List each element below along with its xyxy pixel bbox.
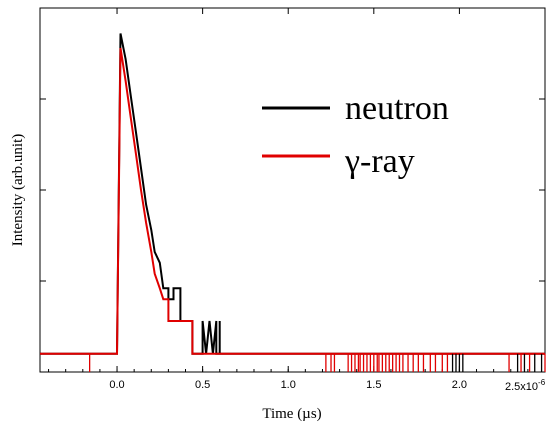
series-neutron xyxy=(40,33,545,355)
series-layer xyxy=(40,33,546,372)
y-axis-title: Intensity (arb.unit) xyxy=(10,134,26,246)
x-multiplier-base: 2.5x10 xyxy=(505,381,538,393)
x-tick-label: 2.0 xyxy=(452,379,467,391)
x-axis-title: Time (µs) xyxy=(262,406,321,422)
legend-neutron-label: neutron xyxy=(345,90,449,127)
x-tick-label: 1.5 xyxy=(366,379,381,391)
x-multiplier: 2.5x10-6 xyxy=(505,378,546,393)
ticks: 0.0 0.5 1.0 1.5 2.0 xyxy=(40,7,545,391)
plot-frame xyxy=(39,7,546,373)
series-gamma xyxy=(40,47,545,355)
legend: neutron γ-ray xyxy=(262,90,449,180)
x-multiplier-exponent: -6 xyxy=(538,378,546,387)
x-tick-label: 0.5 xyxy=(195,379,210,391)
legend-gamma-label: γ-ray xyxy=(344,143,415,180)
x-tick-label: 1.0 xyxy=(281,379,296,391)
x-tick-label: 0.0 xyxy=(109,379,124,391)
